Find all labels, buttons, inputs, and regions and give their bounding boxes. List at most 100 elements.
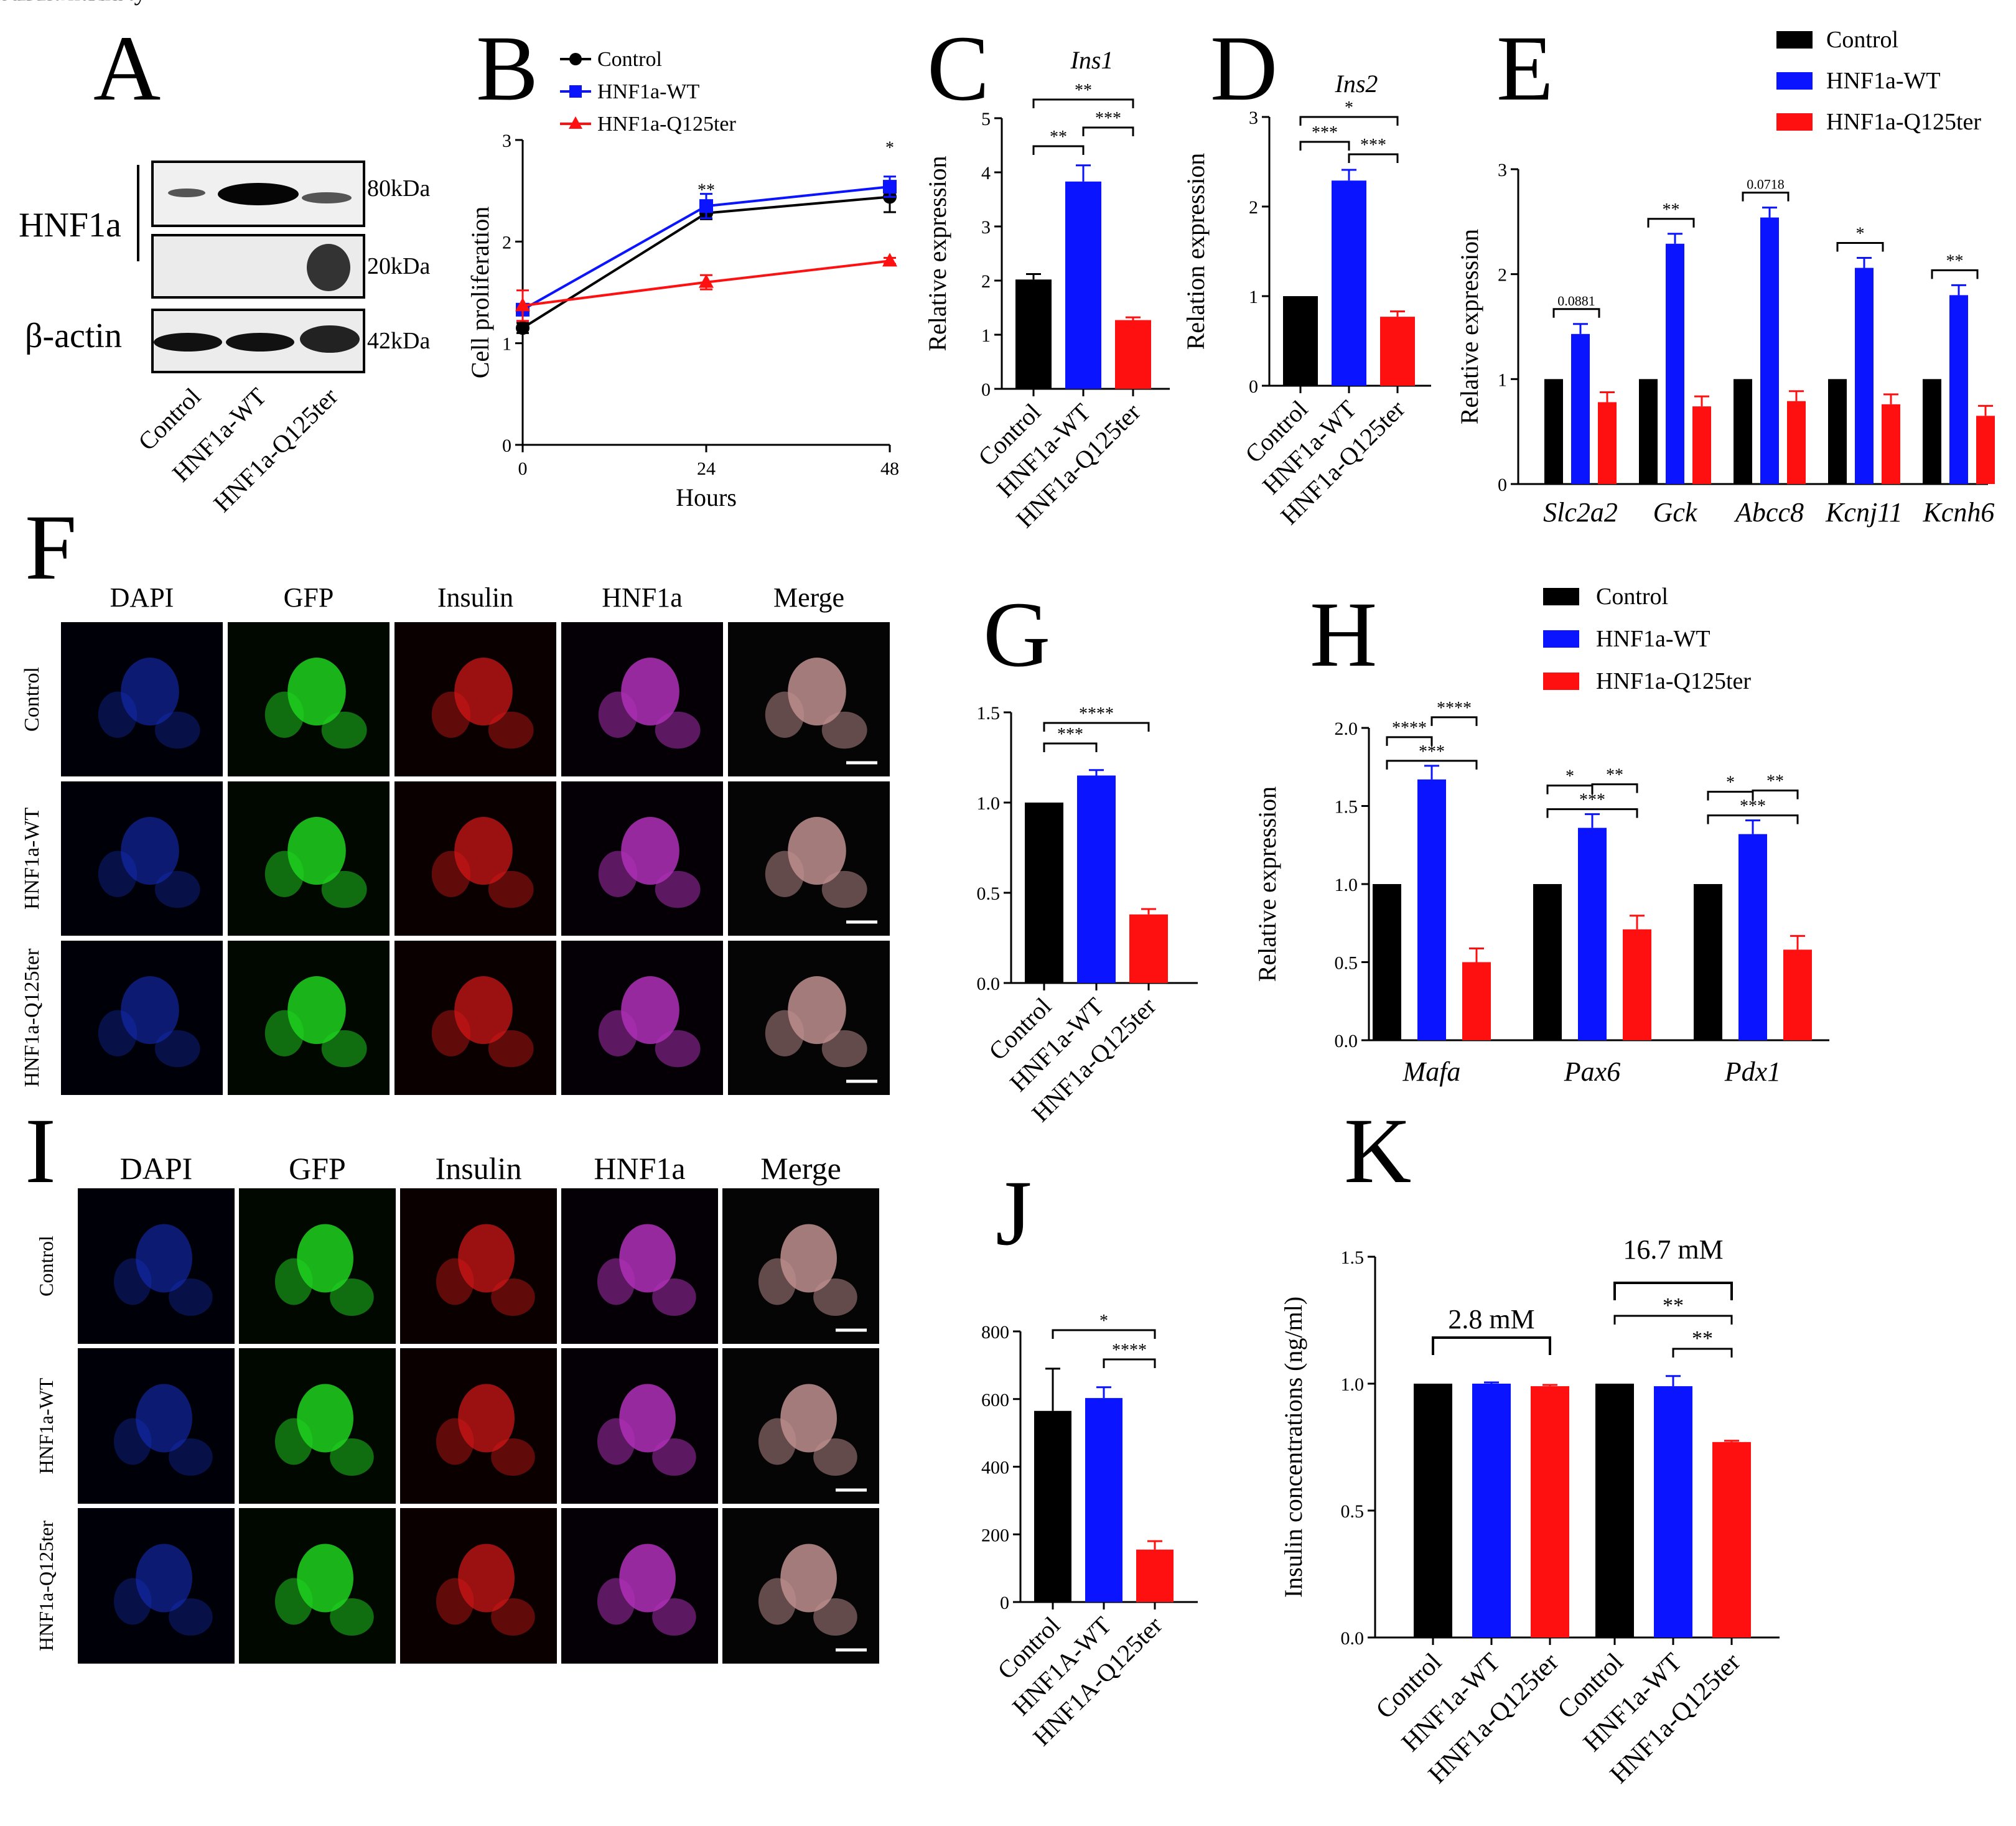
cell-blob (431, 691, 471, 738)
cell-blob (652, 1279, 696, 1316)
cell-blob (113, 1578, 152, 1625)
y-tick-label: 0 (1000, 1593, 1009, 1613)
row-label: HNF1a-Q125ter (21, 948, 44, 1088)
significance-bracket (1348, 153, 1399, 163)
row-label: Control (35, 1236, 57, 1297)
bar (1692, 406, 1711, 484)
bar (1533, 884, 1562, 1040)
cell-blob (136, 1224, 192, 1293)
legend-swatch (1776, 31, 1813, 49)
y-tick-label: 2 (502, 232, 511, 253)
bar (1738, 834, 1767, 1040)
cell-blob (98, 1010, 138, 1057)
bar (1712, 1442, 1751, 1637)
blot-band (168, 189, 205, 197)
bar (1666, 243, 1684, 484)
bar (1828, 379, 1847, 484)
blot-band (307, 244, 350, 291)
significance-label: ** (1663, 1294, 1684, 1317)
y-tick-label: 1.5 (1335, 797, 1358, 818)
cell-blob (113, 1258, 152, 1305)
cell-blob (113, 1418, 152, 1465)
row-label: HNF1a-WT (21, 808, 44, 910)
y-tick-label: 2 (1249, 197, 1258, 218)
panel-letter-c: C (927, 17, 989, 120)
x-tick-label: 0 (518, 459, 528, 479)
cell-blob (655, 870, 701, 908)
cell-blob (652, 1598, 696, 1636)
cell-blob (491, 1598, 535, 1636)
significance-bracket (1043, 722, 1150, 732)
legend-swatch (1776, 113, 1813, 131)
legend-label: HNF1a-WT (1596, 626, 1710, 652)
cell-blob (758, 1578, 796, 1625)
x-tick-label: Kcnh6 (1923, 497, 1995, 528)
y-tick-label: 0.0 (977, 974, 1001, 994)
y-tick-label: 400 (981, 1458, 1009, 1478)
significance-bracket (1299, 116, 1399, 126)
cell-blob (330, 1279, 374, 1316)
cell-blob (655, 1030, 701, 1068)
data-point (515, 297, 530, 312)
x-tick-label: Mafa (1402, 1056, 1461, 1087)
significance-label: * (1345, 98, 1353, 118)
bar (1787, 401, 1806, 484)
significance-label: * (1856, 225, 1865, 244)
y-tick-label: 0 (1249, 376, 1258, 397)
y-axis-label: Relative expression (1253, 786, 1281, 982)
significance-label: 0.0881 (1557, 293, 1595, 309)
blot-band (154, 333, 222, 352)
significance-label: **** (1079, 704, 1114, 724)
blot-band (300, 325, 360, 353)
significance-bracket (1552, 308, 1600, 318)
bar (1639, 379, 1658, 484)
legend-label: HNF1a-WT (597, 80, 700, 103)
significance-bracket (1052, 1329, 1156, 1339)
y-tick-label: 1 (1498, 370, 1507, 390)
significance-bracket (1299, 141, 1350, 151)
chart-title: Ins1 (1070, 46, 1114, 74)
significance-label: ** (1075, 81, 1092, 100)
bar (1414, 1384, 1452, 1637)
significance-bracket (1742, 192, 1790, 202)
cell-blob (491, 1438, 535, 1476)
channel-label: GFP (289, 1151, 346, 1186)
data-point (882, 253, 897, 267)
cell-blob (321, 711, 367, 749)
bar (1654, 1386, 1692, 1637)
x-axis-label: Hours (676, 483, 737, 511)
channel-label: DAPI (120, 1151, 193, 1186)
bar (1623, 929, 1651, 1040)
blot-loading-label: β-actin (25, 317, 122, 355)
significance-bracket (1707, 814, 1799, 824)
y-tick-label: 800 (981, 1322, 1009, 1343)
row-label: Control (21, 667, 44, 732)
cell-blob (121, 658, 179, 726)
x-tick-label: 48 (880, 459, 899, 479)
data-point (699, 274, 714, 288)
x-tick-label: Pdx1 (1724, 1056, 1781, 1087)
significance-bracket (1836, 242, 1884, 252)
cell-blob (154, 870, 200, 908)
y-tick-label: 2.0 (1335, 719, 1358, 739)
significance-label: * (1726, 773, 1735, 793)
cell-blob (458, 1224, 515, 1293)
cell-blob (655, 711, 701, 749)
significance-label: ** (1766, 772, 1784, 791)
blot-protein-label: HNF1a (19, 206, 121, 245)
y-tick-label: 0.5 (1335, 953, 1358, 974)
panel-letter-h: H (1310, 583, 1377, 686)
bar (1034, 1410, 1071, 1602)
x-tick-label: 24 (697, 459, 716, 479)
cell-blob (598, 691, 638, 738)
channel-label: HNF1a (594, 1151, 685, 1186)
bar (1694, 884, 1722, 1040)
significance-label: *** (1360, 136, 1386, 155)
cell-blob (431, 1010, 471, 1057)
significance-bracket (1043, 742, 1098, 752)
significance-label: * (1099, 1311, 1108, 1331)
cell-blob (436, 1578, 474, 1625)
bar (1065, 181, 1101, 389)
significance-label: ** (1606, 766, 1623, 785)
